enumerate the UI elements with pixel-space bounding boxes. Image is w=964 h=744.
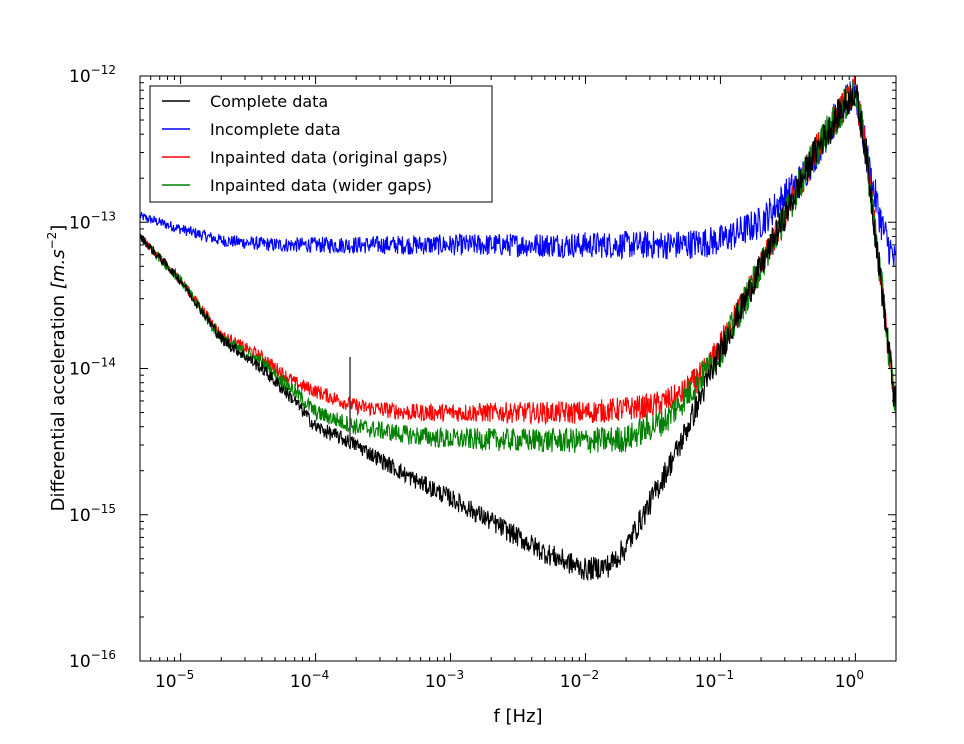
x-tick-label: 10−1 <box>695 668 734 692</box>
legend-label: Complete data <box>210 92 328 111</box>
x-axis-label: f [Hz] <box>493 706 542 727</box>
y-axis-label-base: Differential acceleration <box>48 295 69 512</box>
y-tick-label: 10−14 <box>69 356 116 380</box>
legend-box <box>149 85 493 203</box>
legend-label: Inpainted data (original gaps) <box>210 148 448 167</box>
y-tick-label: 10−13 <box>69 209 116 233</box>
y-axis-label: Differential acceleration [m.s−2] <box>45 225 69 512</box>
series-line-1 <box>140 81 896 267</box>
series-line-0 <box>140 85 896 581</box>
y-axis-label-unit-exp: −2 <box>45 232 59 250</box>
y-tick-label: 10−16 <box>69 648 116 672</box>
legend-label: Incomplete data <box>210 120 341 139</box>
x-tick-label: 10−3 <box>425 668 464 692</box>
x-tick-label: 10−4 <box>290 668 329 692</box>
legend: Complete data Incomplete data Inpainted da… <box>149 85 493 203</box>
x-tick-label: 100 <box>835 668 864 692</box>
y-tick-label: 10−15 <box>69 502 116 526</box>
tick-layer <box>140 75 897 662</box>
y-tick-label: 10−12 <box>69 63 116 87</box>
series-layer <box>140 76 896 581</box>
y-axis-label-unit: [m.s <box>48 249 69 289</box>
x-tick-label: 10−5 <box>155 668 194 692</box>
tick-label-layer: 10−5 10−4 10−3 10−2 10−1 100 10−16 10−15 10−14 10… <box>69 63 864 692</box>
y-axis-label-unit-close: ] <box>48 225 69 232</box>
legend-label: Inpainted data (wider gaps) <box>210 176 432 195</box>
x-tick-label: 10−2 <box>560 668 599 692</box>
